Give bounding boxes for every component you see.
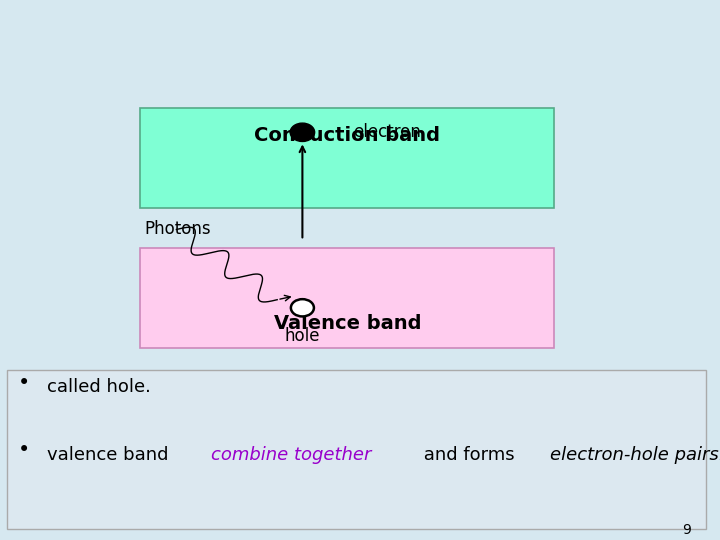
Text: Valence band: Valence band [274,314,421,333]
Text: •: • [18,440,30,460]
Text: •: • [18,373,30,393]
Text: hole: hole [284,327,320,345]
Text: Photons: Photons [144,220,211,239]
Text: combine together: combine together [211,446,372,463]
Text: electron: electron [353,123,420,141]
Bar [7,370,706,529]
Circle shape [290,123,315,141]
Text: 9: 9 [683,523,691,537]
Circle shape [291,299,314,316]
Text: electron-hole pairs.: electron-hole pairs. [550,446,720,463]
Bar [140,248,554,348]
Text: called hole.: called hole. [47,378,150,396]
Text: Conduction band: Conduction band [254,126,441,145]
Text: valence band: valence band [47,446,174,463]
Text: and forms: and forms [418,446,521,463]
Bar [140,108,554,208]
